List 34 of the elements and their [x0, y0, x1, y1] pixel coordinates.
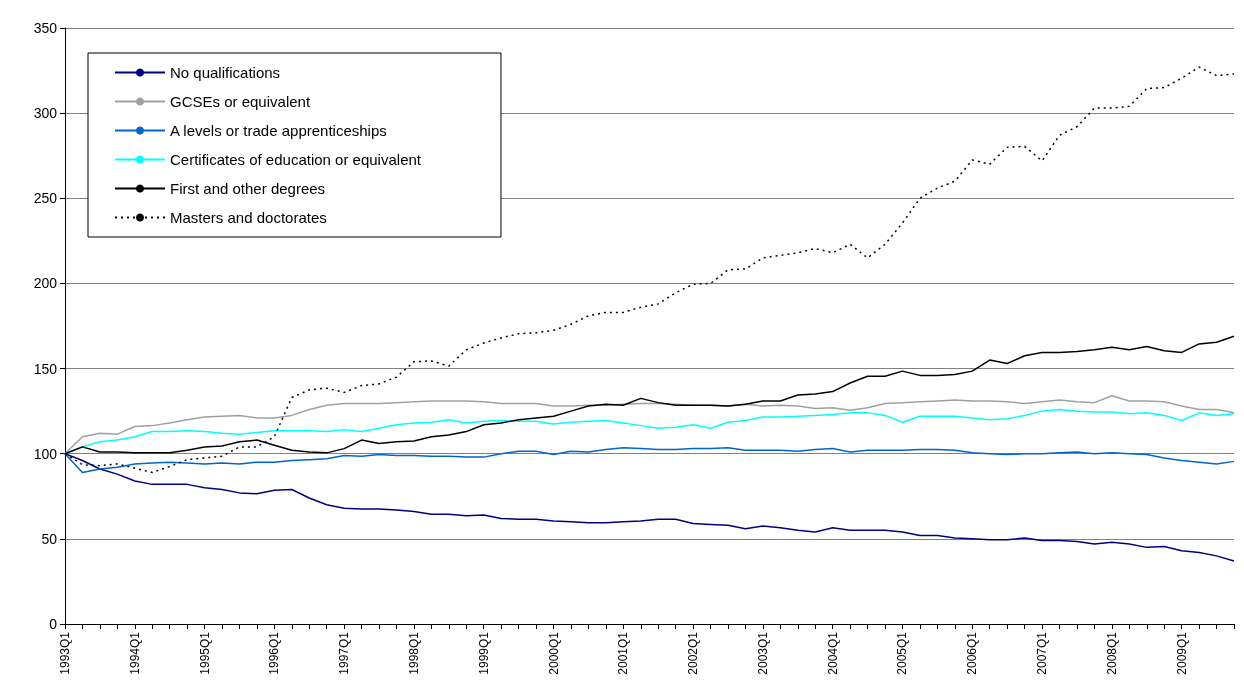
legend-label: First and other degrees	[170, 180, 326, 197]
x-tick-label: 2006Q1	[965, 631, 980, 675]
x-tick-label: 1997Q1	[337, 631, 352, 675]
legend-label: No qualifications	[170, 64, 281, 81]
x-tick-label: 2004Q1	[825, 631, 840, 675]
y-tick-label: 200	[33, 275, 58, 292]
x-tick-label: 1996Q1	[267, 631, 282, 675]
y-tick-label: 50	[41, 530, 58, 547]
x-tick-label: 2009Q1	[1174, 631, 1189, 675]
y-tick-label: 250	[33, 190, 58, 207]
x-tick-label: 2005Q1	[895, 631, 910, 675]
line-series	[64, 395, 1235, 455]
x-tick-label: 2007Q1	[1035, 631, 1050, 675]
line-series	[64, 452, 1235, 562]
legend-label: Certificates of education or equivalent	[170, 151, 422, 168]
line-series	[64, 447, 1235, 474]
y-tick-label: 0	[49, 616, 58, 632]
x-tick-label: 2003Q1	[755, 631, 770, 675]
x-tick-label: 2008Q1	[1104, 631, 1119, 675]
legend-label: GCSEs or equivalent	[170, 93, 311, 110]
x-tick-label: 1994Q1	[127, 631, 142, 675]
x-tick-label: 2002Q1	[686, 631, 701, 675]
x-tick-label: 1999Q1	[476, 631, 491, 675]
x-tick-label: 2000Q1	[546, 631, 561, 675]
x-tick-label: 1993Q1	[58, 631, 72, 675]
x-tick-label: 2001Q1	[616, 631, 631, 675]
legend-label: A levels or trade apprenticeships	[170, 122, 387, 139]
y-tick-label: 150	[33, 360, 58, 377]
y-tick-label: 350	[33, 20, 58, 36]
x-tick-label: 1995Q1	[197, 631, 212, 675]
legend-label: Masters and doctorates	[170, 209, 327, 226]
y-tick-label: 300	[33, 105, 58, 122]
x-tick-label: 1998Q1	[406, 631, 421, 675]
y-tick-label: 100	[33, 445, 58, 462]
